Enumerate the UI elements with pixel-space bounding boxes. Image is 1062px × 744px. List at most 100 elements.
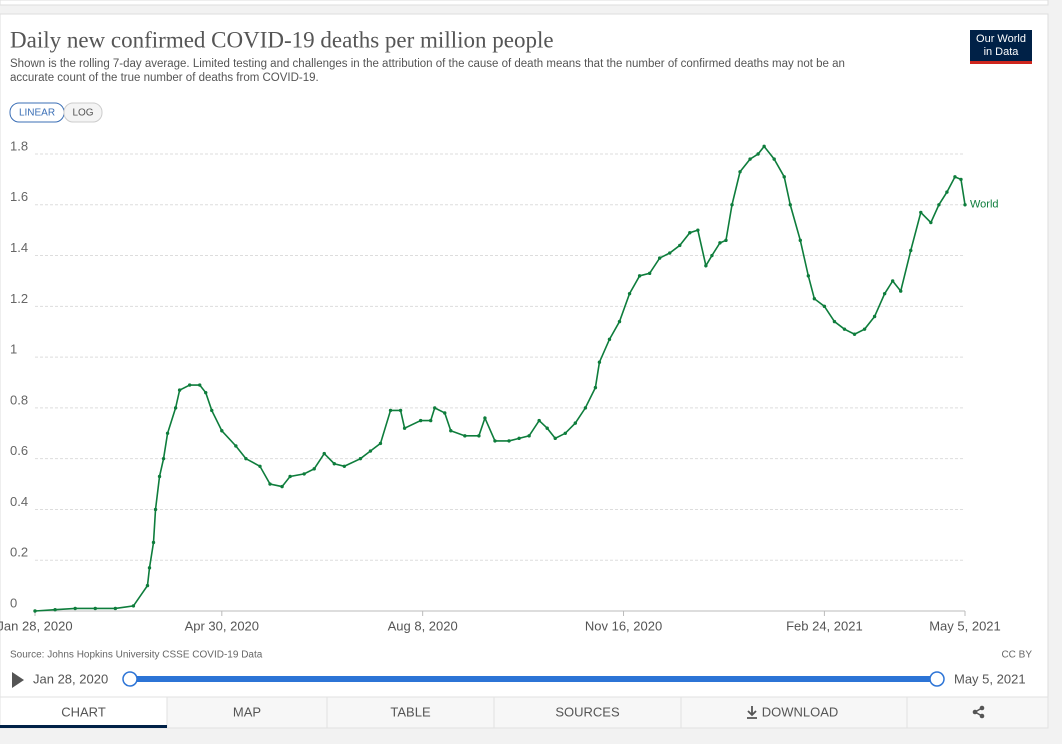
point [418, 418, 423, 423]
tab-label: CHART [61, 704, 106, 719]
share-dot [972, 709, 978, 715]
point [756, 152, 760, 156]
point [113, 606, 118, 611]
point [772, 157, 776, 161]
top-strip [0, 0, 1049, 6]
button-label: LINEAR [19, 108, 55, 119]
point [280, 484, 284, 489]
license: CC BY [1001, 650, 1032, 661]
point [959, 177, 963, 182]
x-tick-label: Apr 30, 2020 [185, 618, 259, 633]
point [738, 170, 742, 174]
timeline-start: Jan 28, 2020 [33, 671, 108, 686]
tab-bar: CHART MAP TABLE SOURCES DOWNLOAD [0, 696, 1049, 729]
point [398, 408, 403, 413]
point [493, 439, 497, 443]
point [147, 566, 152, 570]
point [553, 436, 557, 441]
subtitle: Shown is the rolling 7-day average. Limi… [10, 58, 845, 70]
point [204, 390, 208, 395]
tab[interactable] [0, 696, 168, 729]
point [187, 383, 192, 387]
button-label: LOG [72, 108, 93, 119]
point [33, 609, 37, 613]
y-tick-label: 0.6 [10, 443, 28, 458]
play-button[interactable] [12, 672, 24, 688]
point [899, 289, 903, 293]
tab-underline [0, 725, 167, 728]
point [433, 406, 437, 410]
point [963, 203, 967, 207]
point [73, 606, 77, 611]
point [161, 456, 166, 461]
point [812, 297, 817, 301]
log-button[interactable] [63, 102, 103, 123]
y-tick-label: 0.2 [10, 545, 28, 560]
point [463, 434, 467, 438]
point [402, 426, 407, 430]
y-tick-label: 0.8 [10, 392, 28, 407]
point [234, 444, 238, 448]
point [730, 203, 734, 207]
point [477, 434, 481, 438]
point [268, 482, 272, 486]
subtitle: accurate count of the true number of dea… [10, 72, 319, 84]
point [696, 228, 700, 232]
point [483, 416, 487, 420]
point [668, 251, 672, 255]
x-tick-label: Feb 24, 2021 [786, 618, 863, 633]
point [210, 408, 214, 413]
x-tick-label: May 5, 2021 [929, 618, 1001, 633]
y-tick-label: 1.2 [10, 291, 28, 306]
point [151, 540, 156, 545]
logo[interactable] [970, 30, 1032, 64]
y-tick-label: 0.4 [10, 494, 28, 509]
point [322, 451, 326, 456]
point [617, 319, 622, 324]
tab[interactable] [493, 696, 682, 729]
timeline-bar [130, 676, 937, 682]
point [388, 408, 393, 413]
share-tab[interactable] [906, 696, 1049, 729]
point [145, 583, 150, 588]
point [157, 474, 162, 479]
point [593, 385, 598, 390]
timeline-handle[interactable] [929, 671, 945, 687]
y-tick-label: 0 [10, 595, 17, 610]
point [872, 314, 877, 319]
y-tick-label: 1.6 [10, 189, 28, 204]
point [378, 441, 383, 446]
point [573, 421, 578, 425]
point [537, 418, 541, 423]
point [718, 241, 722, 245]
point [832, 319, 837, 324]
point [762, 144, 766, 149]
timeline-handle[interactable] [122, 671, 138, 687]
point [607, 337, 612, 342]
tab-label: DOWNLOAD [762, 704, 839, 719]
point [507, 439, 511, 443]
point [919, 210, 923, 215]
point [945, 190, 949, 194]
tab[interactable] [166, 696, 328, 729]
point [583, 406, 588, 410]
point [93, 606, 97, 611]
point [842, 327, 847, 331]
y-tick-label: 1 [10, 342, 17, 357]
series-label: World [970, 199, 999, 211]
timeline-end: May 5, 2021 [954, 671, 1026, 686]
point [710, 253, 714, 258]
point [165, 431, 170, 435]
point [443, 411, 447, 415]
point [368, 449, 373, 453]
point [937, 203, 941, 207]
tab-label: MAP [233, 704, 261, 719]
point [302, 472, 306, 476]
point [449, 429, 453, 433]
point [198, 383, 202, 387]
tab-label: SOURCES [555, 704, 620, 719]
x-tick-label: Aug 8, 2020 [388, 618, 458, 633]
tab[interactable] [680, 696, 908, 729]
point [788, 203, 792, 207]
point [220, 429, 224, 433]
